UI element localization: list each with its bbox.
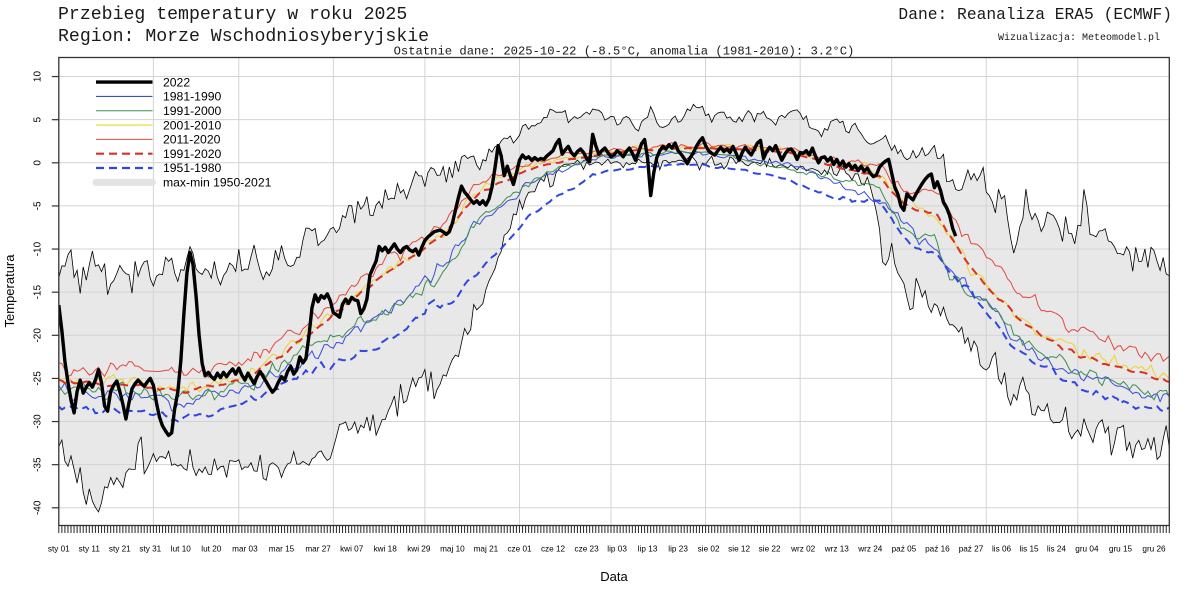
svg-text:lis 15: lis 15 xyxy=(1019,545,1039,554)
svg-text:1991-2020: 1991-2020 xyxy=(163,147,222,161)
svg-text:sie 22: sie 22 xyxy=(759,545,781,554)
svg-text:gru 15: gru 15 xyxy=(1109,545,1133,554)
svg-text:lip 23: lip 23 xyxy=(668,545,688,554)
svg-text:paź 27: paź 27 xyxy=(959,545,984,554)
svg-text:paź 16: paź 16 xyxy=(925,545,950,554)
svg-text:-25: -25 xyxy=(33,371,44,386)
svg-text:lis 24: lis 24 xyxy=(1047,545,1067,554)
svg-text:sie 02: sie 02 xyxy=(698,545,720,554)
svg-text:mar 03: mar 03 xyxy=(232,545,258,554)
svg-text:sty 31: sty 31 xyxy=(139,545,161,554)
svg-text:sie 12: sie 12 xyxy=(728,545,750,554)
svg-text:wrz 13: wrz 13 xyxy=(824,545,850,554)
svg-text:lis 06: lis 06 xyxy=(992,545,1012,554)
svg-text:1981-1990: 1981-1990 xyxy=(163,90,222,104)
svg-text:wrz 02: wrz 02 xyxy=(790,545,816,554)
svg-text:Wizualizacja: Meteomodel.pl: Wizualizacja: Meteomodel.pl xyxy=(998,32,1160,44)
svg-text:Region: Morze Wschodniosyberyj: Region: Morze Wschodniosyberyjskie xyxy=(58,27,429,47)
svg-text:2011-2020: 2011-2020 xyxy=(163,133,221,147)
svg-text:lip 13: lip 13 xyxy=(638,545,658,554)
svg-text:mar 27: mar 27 xyxy=(305,545,331,554)
svg-text:1951-1980: 1951-1980 xyxy=(163,161,222,175)
svg-text:sty 11: sty 11 xyxy=(79,545,101,554)
svg-text:wrz 24: wrz 24 xyxy=(857,545,883,554)
svg-text:-10: -10 xyxy=(33,241,44,256)
svg-text:sty 01: sty 01 xyxy=(48,545,70,554)
svg-text:5: 5 xyxy=(33,116,44,122)
svg-text:kwi 18: kwi 18 xyxy=(374,545,398,554)
svg-text:maj 10: maj 10 xyxy=(440,545,465,554)
svg-text:lip 03: lip 03 xyxy=(607,545,627,554)
svg-text:cze 23: cze 23 xyxy=(575,545,600,554)
svg-text:lut 10: lut 10 xyxy=(171,545,191,554)
svg-text:-40: -40 xyxy=(33,500,44,515)
svg-text:1991-2000: 1991-2000 xyxy=(163,104,222,118)
svg-text:Dane: Reanaliza ERA5 (ECMWF): Dane: Reanaliza ERA5 (ECMWF) xyxy=(898,5,1172,24)
svg-text:cze 12: cze 12 xyxy=(541,545,566,554)
svg-text:paź 05: paź 05 xyxy=(892,545,917,554)
svg-text:maj 21: maj 21 xyxy=(474,545,499,554)
svg-text:2001-2010: 2001-2010 xyxy=(163,118,222,132)
svg-text:lut 20: lut 20 xyxy=(201,545,221,554)
svg-text:-20: -20 xyxy=(33,328,44,343)
svg-text:-35: -35 xyxy=(33,457,44,472)
svg-text:Data: Data xyxy=(600,569,628,584)
svg-text:Temperatura: Temperatura xyxy=(2,254,17,328)
svg-text:-15: -15 xyxy=(33,285,44,300)
svg-text:max-min 1950-2021: max-min 1950-2021 xyxy=(163,176,272,190)
svg-text:Ostatnie dane: 2025-10-22 (-8.: Ostatnie dane: 2025-10-22 (-8.5°C, anoma… xyxy=(394,45,855,59)
svg-text:mar 15: mar 15 xyxy=(269,545,295,554)
svg-text:gru 04: gru 04 xyxy=(1075,545,1099,554)
svg-text:0: 0 xyxy=(33,160,44,166)
svg-text:10: 10 xyxy=(33,71,44,83)
svg-text:-5: -5 xyxy=(33,201,44,210)
svg-text:Przebieg temperatury w roku 20: Przebieg temperatury w roku 2025 xyxy=(58,5,407,25)
svg-text:gru 26: gru 26 xyxy=(1142,545,1166,554)
svg-text:kwi 29: kwi 29 xyxy=(407,545,431,554)
svg-text:kwi 07: kwi 07 xyxy=(340,545,364,554)
svg-text:sty 21: sty 21 xyxy=(109,545,131,554)
svg-text:2022: 2022 xyxy=(163,75,190,89)
svg-text:cze 01: cze 01 xyxy=(507,545,532,554)
svg-text:-30: -30 xyxy=(33,414,44,429)
